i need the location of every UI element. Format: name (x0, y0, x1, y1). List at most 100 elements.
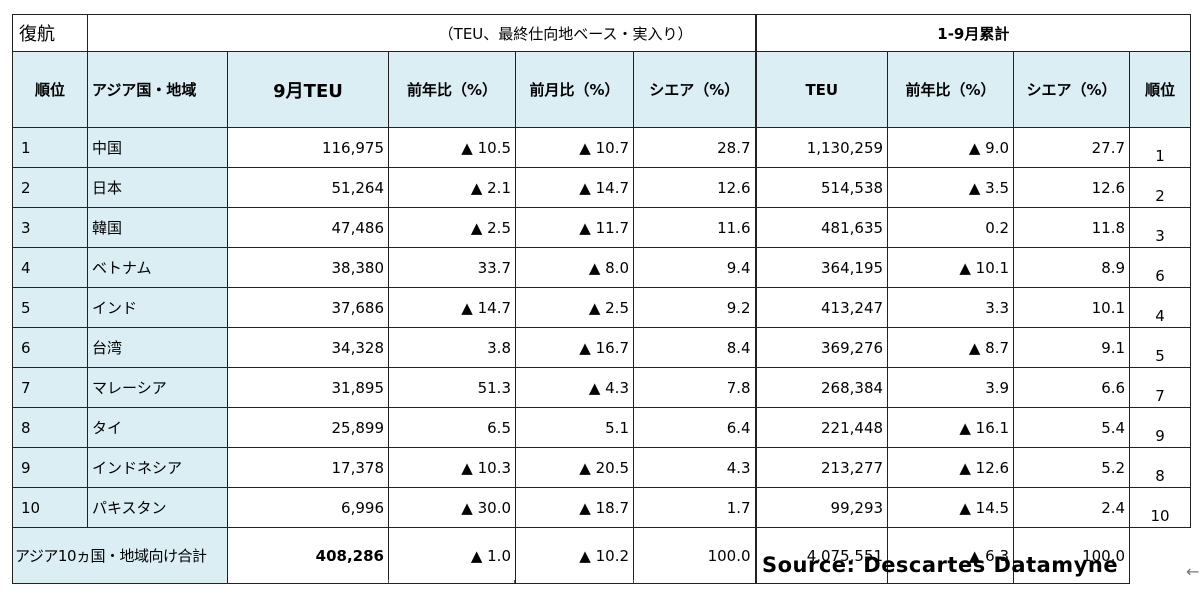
region-cell: インドネシア (87, 447, 228, 488)
cum-teu-cell: 514,538 (755, 167, 889, 208)
cum-teu-cell: 221,448 (755, 407, 889, 448)
tick-mark (633, 580, 634, 583)
direction-label: 復航 (12, 14, 88, 52)
share-cell: 7.8 (632, 367, 757, 408)
cum-teu-cell: 481,635 (755, 207, 889, 248)
mom-cell: ▲ 18.7 (515, 487, 634, 528)
cum-share-cell: 10.1 (1013, 287, 1131, 328)
col-header-rank: 順位 (12, 51, 88, 128)
col-header-share: シエア（%） (632, 51, 757, 128)
cum-share-cell: 5.2 (1013, 447, 1131, 488)
cum-yoy-cell: ▲ 9.0 (887, 127, 1015, 168)
share-cell: 8.4 (632, 327, 757, 368)
table-row: 5 インド 37,686 ▲ 14.7 ▲ 2.5 9.2 413,247 3.… (12, 287, 1192, 328)
yoy-cell: ▲ 14.7 (388, 287, 516, 328)
total-label: アジア10ヵ国・地域向け合計 (12, 527, 228, 584)
rank-cell: 7 (12, 367, 88, 408)
cum-yoy-cell: ▲ 10.1 (887, 247, 1015, 288)
yoy-cell: 3.8 (388, 327, 516, 368)
col-header-mom: 前月比（%） (515, 51, 634, 128)
rank-cell: 5 (12, 287, 88, 328)
cum-yoy-cell: ▲ 16.1 (887, 407, 1015, 448)
col-header-cum-rank: 順位 (1129, 51, 1192, 128)
cum-rank-cell: 7 (1129, 367, 1192, 408)
table-row: 9 インドネシア 17,378 ▲ 10.3 ▲ 20.5 4.3 213,27… (12, 447, 1192, 488)
mom-cell: ▲ 4.3 (515, 367, 634, 408)
cum-share-cell: 5.4 (1013, 407, 1131, 448)
mom-cell: ▲ 16.7 (515, 327, 634, 368)
region-cell: パキスタン (87, 487, 228, 528)
cumulative-label: 1-9月累計 (755, 14, 1192, 52)
region-cell: ベトナム (87, 247, 228, 288)
share-cell: 6.4 (632, 407, 757, 448)
share-cell: 28.7 (632, 127, 757, 168)
rank-cell: 2 (12, 167, 88, 208)
back-arrow-icon: ← (1186, 562, 1200, 581)
region-cell: マレーシア (87, 367, 228, 408)
table-row: 1 中国 116,975 ▲ 10.5 ▲ 10.7 28.7 1,130,25… (12, 127, 1192, 168)
rank-cell: 4 (12, 247, 88, 288)
mom-cell: ▲ 10.7 (515, 127, 634, 168)
cum-rank-cell: 6 (1129, 247, 1192, 288)
teu-cell: 31,895 (227, 367, 389, 408)
rank-cell: 9 (12, 447, 88, 488)
share-cell: 9.2 (632, 287, 757, 328)
cum-teu-cell: 369,276 (755, 327, 889, 368)
mom-cell: ▲ 20.5 (515, 447, 634, 488)
cum-share-cell: 6.6 (1013, 367, 1131, 408)
cum-teu-cell: 1,130,259 (755, 127, 889, 168)
rank-cell: 1 (12, 127, 88, 168)
cum-rank-cell: 2 (1129, 167, 1192, 208)
mom-cell: ▲ 8.0 (515, 247, 634, 288)
cum-teu-cell: 99,293 (755, 487, 889, 528)
mom-cell: ▲ 14.7 (515, 167, 634, 208)
region-cell: 台湾 (87, 327, 228, 368)
teu-cell: 116,975 (227, 127, 389, 168)
yoy-cell: ▲ 2.5 (388, 207, 516, 248)
share-cell: 11.6 (632, 207, 757, 248)
cum-share-cell: 8.9 (1013, 247, 1131, 288)
rank-cell: 6 (12, 327, 88, 368)
region-cell: 中国 (87, 127, 228, 168)
cum-yoy-cell: ▲ 8.7 (887, 327, 1015, 368)
table-row: 2 日本 51,264 ▲ 2.1 ▲ 14.7 12.6 514,538 ▲ … (12, 167, 1192, 208)
table-row: 7 マレーシア 31,895 51.3 ▲ 4.3 7.8 268,384 3.… (12, 367, 1192, 408)
rank-cell: 8 (12, 407, 88, 448)
column-header-row: 順位 アジア国・地域 9月TEU 前年比（%） 前月比（%） シエア（%） TE… (12, 51, 1192, 128)
mom-cell: ▲ 2.5 (515, 287, 634, 328)
teu-cell: 17,378 (227, 447, 389, 488)
total-cum-yoy-cell: ▲ 6.3 (887, 527, 1015, 584)
yoy-cell: ▲ 30.0 (388, 487, 516, 528)
cum-yoy-cell: ▲ 12.6 (887, 447, 1015, 488)
source-credit: Source: Descartes Datamyne (762, 553, 1119, 577)
table-row: 8 タイ 25,899 6.5 5.1 6.4 221,448 ▲ 16.1 5… (12, 407, 1192, 448)
teu-cell: 37,686 (227, 287, 389, 328)
total-mom-cell: ▲ 10.2 (515, 527, 634, 584)
region-cell: 韓国 (87, 207, 228, 248)
cum-rank-cell: 3 (1129, 207, 1192, 248)
cum-rank-cell: 5 (1129, 327, 1192, 368)
cum-yoy-cell: 3.3 (887, 287, 1015, 328)
teu-cell: 51,264 (227, 167, 389, 208)
teu-table: 復航 （TEU、最終仕向地ベース・実入り） 1-9月累計 順位 アジア国・地域 … (12, 14, 1192, 584)
tick-mark (388, 580, 389, 583)
cum-teu-cell: 413,247 (755, 287, 889, 328)
cum-rank-cell: 1 (1129, 127, 1192, 168)
col-header-teu: 9月TEU (227, 51, 389, 128)
unit-note: （TEU、最終仕向地ベース・実入り） (86, 14, 757, 52)
total-yoy-cell: ▲ 1.0 (388, 527, 516, 584)
cum-share-cell: 9.1 (1013, 327, 1131, 368)
cum-yoy-cell: 3.9 (887, 367, 1015, 408)
teu-cell: 47,486 (227, 207, 389, 248)
teu-cell: 6,996 (227, 487, 389, 528)
teu-cell: 25,899 (227, 407, 389, 448)
total-cum-share-cell: 100.0 (1013, 527, 1131, 584)
total-share-cell: 100.0 (632, 527, 757, 584)
col-header-cum-yoy: 前年比（%） (887, 51, 1015, 128)
teu-cell: 38,380 (227, 247, 389, 288)
yoy-cell: 6.5 (388, 407, 516, 448)
yoy-cell: 51.3 (388, 367, 516, 408)
table-row: 3 韓国 47,486 ▲ 2.5 ▲ 11.7 11.6 481,635 0.… (12, 207, 1192, 248)
cum-share-cell: 27.7 (1013, 127, 1131, 168)
tick-mark (514, 580, 515, 583)
